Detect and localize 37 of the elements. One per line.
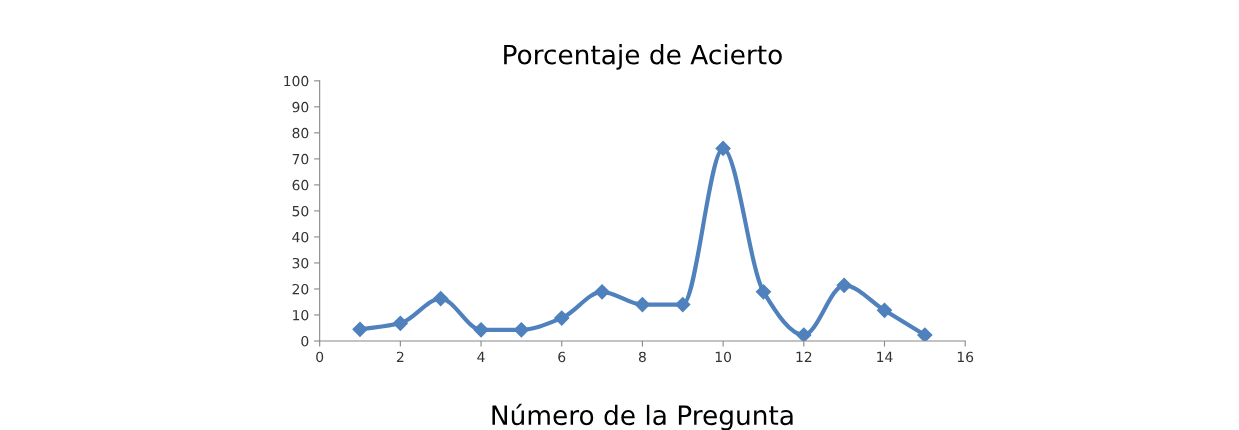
point bbox=[352, 321, 368, 337]
y-tick-label: 50 bbox=[292, 205, 309, 217]
point bbox=[634, 296, 650, 313]
point bbox=[433, 291, 449, 307]
x-tick-label: 6 bbox=[558, 351, 566, 363]
x-tick-label: 14 bbox=[877, 351, 893, 362]
y-tick-label: 90 bbox=[292, 101, 309, 113]
point bbox=[554, 310, 570, 326]
point bbox=[917, 327, 933, 341]
point bbox=[796, 327, 812, 341]
y-tick-label: 100 bbox=[284, 75, 309, 87]
x-tick-label: 2 bbox=[396, 351, 404, 362]
x-tick-label: 8 bbox=[638, 351, 646, 363]
x-tick-label: 10 bbox=[715, 351, 732, 363]
chart-title: Porcentaje de Acierto bbox=[504, 44, 782, 70]
y-tick-label: 20 bbox=[292, 283, 309, 295]
point bbox=[513, 322, 529, 338]
point bbox=[473, 322, 489, 338]
x-axis-title: Número de la Pregunta bbox=[492, 403, 793, 430]
y-tick-label: 60 bbox=[292, 179, 309, 191]
x-tick-label: 4 bbox=[477, 351, 485, 362]
y-tick-label: 0 bbox=[301, 335, 309, 347]
y-tick-label: 80 bbox=[292, 127, 309, 139]
point bbox=[675, 296, 691, 313]
y-tick-label: 70 bbox=[292, 153, 309, 165]
x-tick-label: 12 bbox=[796, 351, 812, 362]
y-tick-label: 10 bbox=[293, 309, 309, 321]
x-tick-label: 16 bbox=[957, 351, 974, 363]
point bbox=[715, 140, 731, 157]
point bbox=[836, 277, 852, 293]
point bbox=[876, 302, 893, 318]
point bbox=[392, 315, 408, 331]
x-tick-label: 0 bbox=[316, 351, 324, 363]
point bbox=[755, 284, 772, 300]
y-tick-label: 40 bbox=[292, 231, 309, 243]
y-tick-label: 30 bbox=[292, 257, 309, 269]
point bbox=[594, 284, 610, 300]
